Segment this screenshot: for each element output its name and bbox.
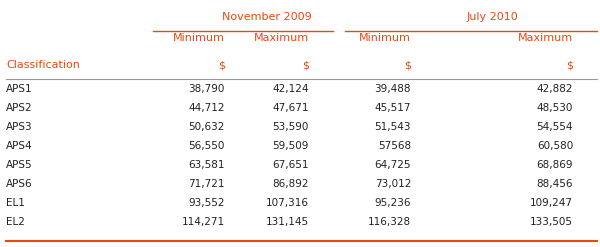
Text: $: $ [404,61,411,70]
Text: 50,632: 50,632 [188,122,225,132]
Text: EL1: EL1 [6,198,25,208]
Text: 54,554: 54,554 [536,122,573,132]
Text: APS4: APS4 [6,141,32,151]
Text: 93,552: 93,552 [188,198,225,208]
Text: 133,505: 133,505 [530,217,573,227]
Text: 47,671: 47,671 [272,103,309,113]
Text: 63,581: 63,581 [188,160,225,170]
Text: 42,882: 42,882 [536,84,573,94]
Text: 109,247: 109,247 [530,198,573,208]
Text: 107,316: 107,316 [266,198,309,208]
Text: EL2: EL2 [6,217,25,227]
Text: Maximum: Maximum [254,33,309,43]
Text: APS1: APS1 [6,84,32,94]
Text: APS6: APS6 [6,179,32,189]
Text: 39,488: 39,488 [374,84,411,94]
Text: 51,543: 51,543 [374,122,411,132]
Text: 68,869: 68,869 [536,160,573,170]
Text: 45,517: 45,517 [374,103,411,113]
Text: 116,328: 116,328 [368,217,411,227]
Text: Maximum: Maximum [518,33,573,43]
Text: 56,550: 56,550 [188,141,225,151]
Text: 86,892: 86,892 [272,179,309,189]
Text: 67,651: 67,651 [272,160,309,170]
Text: 114,271: 114,271 [182,217,225,227]
Text: APS2: APS2 [6,103,32,113]
Text: 59,509: 59,509 [272,141,309,151]
Text: $: $ [302,61,309,70]
Text: 95,236: 95,236 [374,198,411,208]
Text: 60,580: 60,580 [537,141,573,151]
Text: $: $ [566,61,573,70]
Text: 57568: 57568 [378,141,411,151]
Text: Classification: Classification [6,61,80,70]
Text: 44,712: 44,712 [188,103,225,113]
Text: November 2009: November 2009 [222,12,312,22]
Text: APS3: APS3 [6,122,32,132]
Text: 38,790: 38,790 [188,84,225,94]
Text: Minimum: Minimum [173,33,225,43]
Text: 64,725: 64,725 [374,160,411,170]
Text: 131,145: 131,145 [266,217,309,227]
Text: 53,590: 53,590 [272,122,309,132]
Text: 73,012: 73,012 [374,179,411,189]
Text: $: $ [218,61,225,70]
Text: 88,456: 88,456 [536,179,573,189]
Text: July 2010: July 2010 [466,12,518,22]
Text: 48,530: 48,530 [536,103,573,113]
Text: APS5: APS5 [6,160,32,170]
Text: 71,721: 71,721 [188,179,225,189]
Text: Minimum: Minimum [359,33,411,43]
Text: 42,124: 42,124 [272,84,309,94]
